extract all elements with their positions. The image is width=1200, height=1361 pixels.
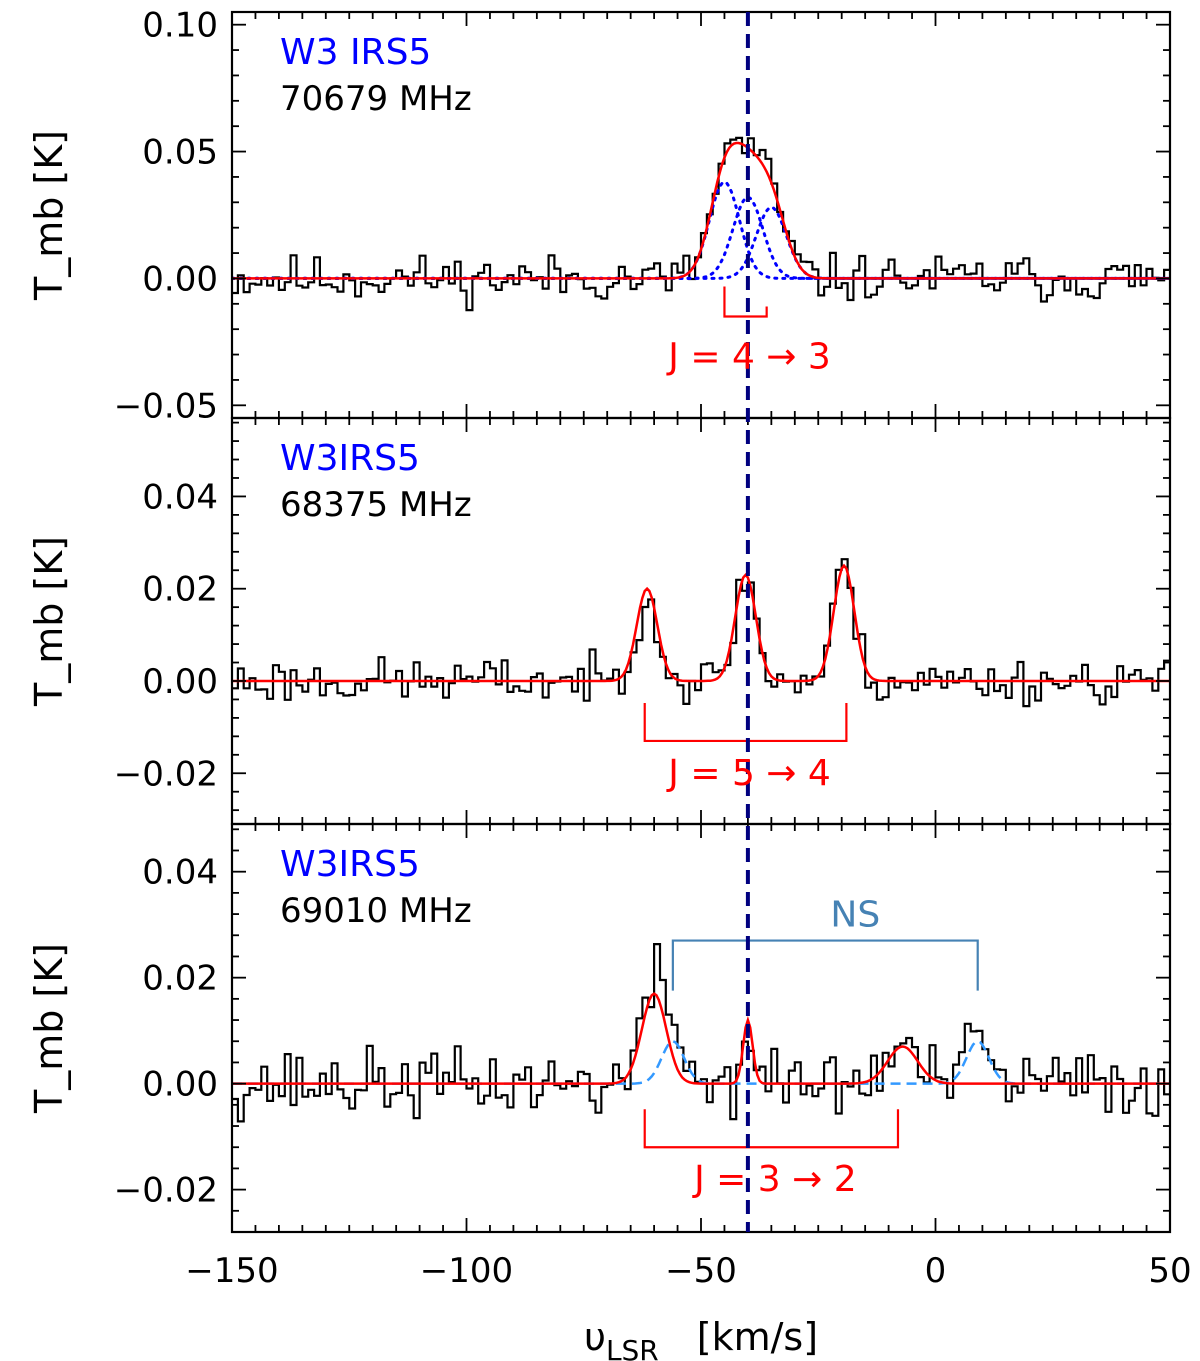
frequency-label: 68375 MHz [280,485,472,525]
x-axis-label: υLSR [km/s] [584,1315,818,1361]
y-tick-label: −0.02 [114,754,218,794]
y-axis-label: T_mb [K] [27,943,71,1114]
total-fit-curve [232,141,1170,280]
total-fit-curve [232,563,1170,683]
panel-middle-traces [232,558,1170,743]
spectrum-trace [232,558,1170,708]
y-tick-label: −0.05 [114,386,218,426]
spectrum-trace [232,943,1170,1123]
frequency-label: 69010 MHz [280,891,472,931]
y-axis-label: T_mb [K] [27,536,71,707]
x-tick-label: −150 [185,1251,278,1291]
y-tick-label: 0.10 [142,6,218,46]
total-fit-curve [232,992,1170,1085]
x-axis-unit: [km/s] [697,1315,818,1359]
x-tick-label: −50 [665,1251,737,1291]
y-tick-label: 0.00 [142,259,218,299]
x-axis-subscript: LSR [606,1334,659,1361]
x-axis-symbol: υ [584,1315,606,1359]
y-tick-label: 0.04 [142,853,218,893]
y-axis-label: T_mb [K] [27,130,71,301]
y-tick-label: 0.02 [142,570,218,610]
transition-label: J = 3 → 2 [692,1159,857,1200]
y-tick-label: 0.04 [142,477,218,517]
transition-bracket [643,1109,900,1149]
ns-bracket [671,939,979,991]
y-tick-label: −0.02 [114,1171,218,1211]
source-label: W3 IRS5 [280,32,431,73]
spectrum-trace [232,136,1170,312]
text-layer: J = 4 → 3 −0.05 0.00 0.05 0.10 T_mb [K] W3 IRS… [27,6,1192,1361]
source-label: W3IRS5 [280,438,420,479]
panel-bottom-traces [232,939,1170,1149]
y-tick-label: 0.00 [142,662,218,702]
x-tick-label: 50 [1148,1251,1191,1291]
traces-layer [232,136,1170,1149]
transition-bracket [643,702,848,743]
y-tick-label: 0.00 [142,1065,218,1105]
x-tick-label: −100 [420,1251,513,1291]
y-tick-label: 0.05 [142,133,218,173]
transition-bracket [723,286,768,318]
transition-label: J = 4 → 3 [666,337,831,378]
source-label: W3IRS5 [280,844,420,885]
y-tick-label: 0.02 [142,959,218,999]
frequency-label: 70679 MHz [280,79,472,119]
transition-label: J = 5 → 4 [666,753,831,794]
axes-layer [230,10,1172,1234]
ns-label: NS [830,895,880,936]
panel-top-traces [232,136,1170,318]
x-tick-label: 0 [925,1251,947,1291]
